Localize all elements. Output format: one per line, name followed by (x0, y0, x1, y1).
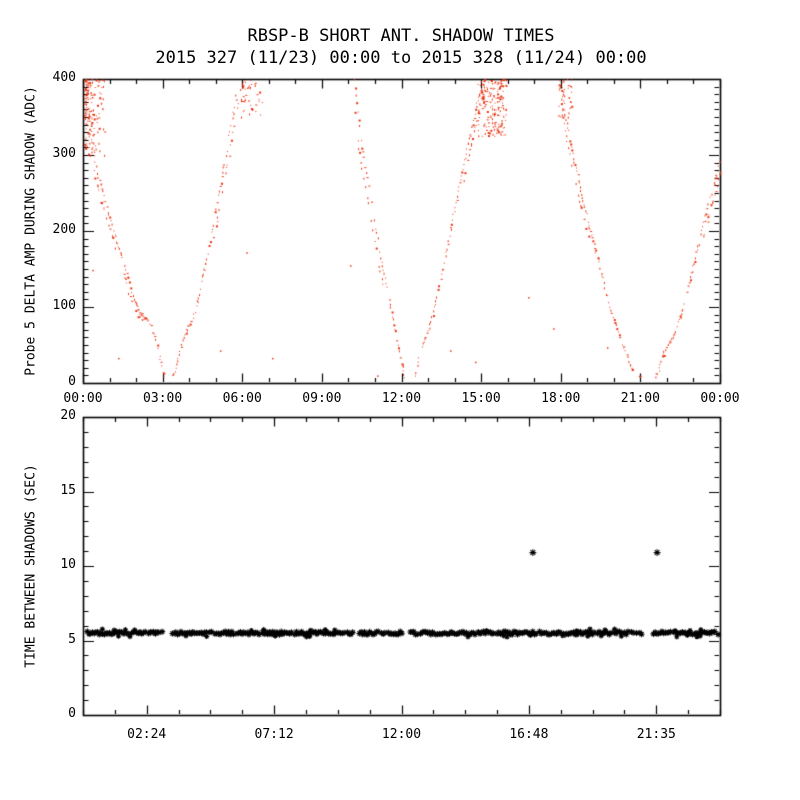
top-x-tick-label: 00:00 (63, 391, 103, 406)
bottom-y-tick-label: 10 (60, 557, 76, 572)
bottom-y-tick-label: 0 (68, 706, 76, 721)
bottom-y-tick-label: 15 (60, 482, 76, 498)
top-y-tick-label: 0 (68, 374, 76, 389)
top-x-tick-label: 15:00 (461, 391, 501, 406)
chart-subtitle: 2015 327 (11/23) 00:00 to 2015 328 (11/2… (155, 48, 647, 68)
top-x-tick-label: 12:00 (381, 391, 422, 406)
top-y-tick-label: 200 (52, 222, 76, 237)
top-y-tick-label: 100 (52, 298, 76, 313)
top-x-tick-label: 21:00 (620, 391, 660, 406)
top-x-tick-label: 06:00 (222, 391, 262, 406)
bottom-x-tick-label: 02:24 (127, 727, 167, 742)
top-x-tick-label: 09:00 (302, 391, 342, 406)
bottom-x-tick-label: 16:48 (509, 727, 549, 742)
top-y-tick-label: 400 (52, 70, 76, 85)
top-panel-y-axis-label: Probe 5 DELTA AMP DURING SHADOW (ADC) (23, 86, 39, 376)
bottom-x-tick-label: 21:35 (636, 727, 676, 742)
top-x-tick-label: 03:00 (143, 391, 183, 406)
top-x-tick-label: 18:00 (541, 391, 581, 406)
top-y-tick-label: 300 (52, 146, 76, 161)
bottom-y-tick-label: 20 (60, 408, 76, 423)
bottom-y-tick-label: 5 (68, 631, 76, 647)
top-x-tick-label: 00:00 (700, 391, 740, 406)
bottom-x-tick-label: 12:00 (381, 727, 422, 742)
bottom-panel-y-axis-label: TIME BETWEEN SHADOWS (SEC) (23, 464, 39, 668)
bottom-x-tick-label: 07:12 (254, 727, 294, 742)
chart-title: RBSP-B SHORT ANT. SHADOW TIMES (247, 26, 555, 46)
